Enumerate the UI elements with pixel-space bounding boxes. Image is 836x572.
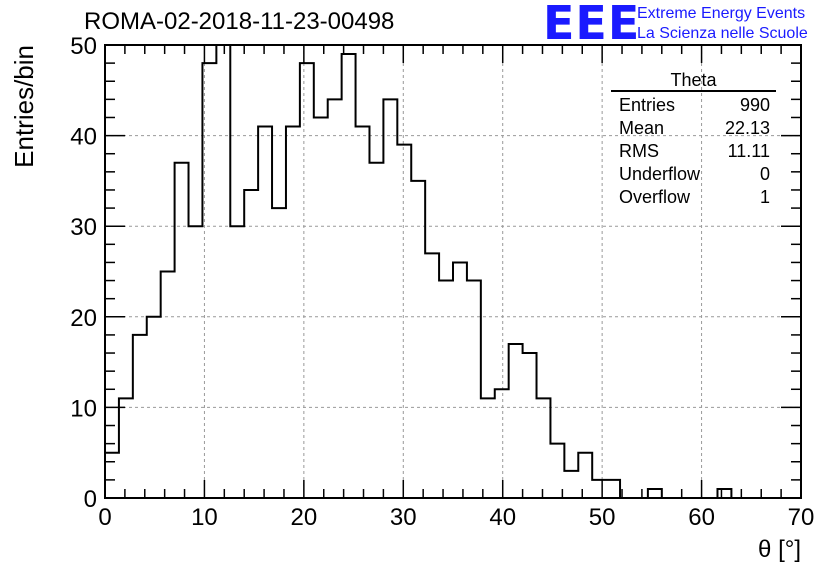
stats-label: Mean xyxy=(619,118,665,138)
logo-caption: Extreme Energy Events La Scienza nelle S… xyxy=(637,4,808,44)
stats-row: RMS 11.11 xyxy=(611,140,776,163)
stats-value: 1 xyxy=(759,187,770,207)
eee-logo: EEE xyxy=(543,0,641,50)
y-tick-label: 40 xyxy=(70,124,97,151)
stats-value: 0 xyxy=(759,164,770,184)
stats-value: 11.11 xyxy=(727,141,770,161)
logo-line-1: Extreme Energy Events xyxy=(637,5,806,22)
plot-frame xyxy=(104,44,802,499)
x-tick-label: 0 xyxy=(98,504,111,531)
y-tick-labels: 0 10 20 30 40 50 xyxy=(70,33,97,513)
x-tick-label: 20 xyxy=(291,504,318,531)
y-tick-label: 0 xyxy=(84,486,97,513)
y-tick-label: 20 xyxy=(70,305,97,332)
x-tick-label: 10 xyxy=(191,504,218,531)
y-tick-label: 30 xyxy=(70,214,97,241)
stats-label: Underflow xyxy=(619,164,701,184)
y-axis-label: Entries/bin xyxy=(9,45,39,168)
x-tick-label: 60 xyxy=(688,504,715,531)
stats-label: Overflow xyxy=(619,187,691,207)
stats-title: Theta xyxy=(611,70,776,92)
stats-value: 990 xyxy=(739,95,770,115)
stats-value: 22.13 xyxy=(724,118,770,138)
x-tick-labels: 0 10 20 30 40 50 60 70 xyxy=(98,504,814,531)
stats-label: Entries xyxy=(619,95,676,115)
y-tick-label: 10 xyxy=(70,395,97,422)
stats-label: RMS xyxy=(619,141,659,161)
x-tick-label: 40 xyxy=(489,504,516,531)
y-tick-label: 50 xyxy=(70,33,97,60)
stats-row: Underflow 0 xyxy=(611,163,776,186)
x-tick-label: 50 xyxy=(589,504,616,531)
logo-line-2: La Scienza nelle Scuole xyxy=(637,25,808,42)
stats-box: Theta Entries 990 Mean 22.13 RMS 11.11 U… xyxy=(611,70,776,209)
stats-row: Mean 22.13 xyxy=(611,117,776,140)
page-title: ROMA-02-2018-11-23-00498 xyxy=(84,8,395,35)
x-tick-label: 70 xyxy=(788,504,815,531)
stats-row: Overflow 1 xyxy=(611,186,776,209)
stats-row: Entries 990 xyxy=(611,94,776,117)
x-tick-label: 30 xyxy=(390,504,417,531)
x-axis-label: θ [°] xyxy=(758,536,801,563)
